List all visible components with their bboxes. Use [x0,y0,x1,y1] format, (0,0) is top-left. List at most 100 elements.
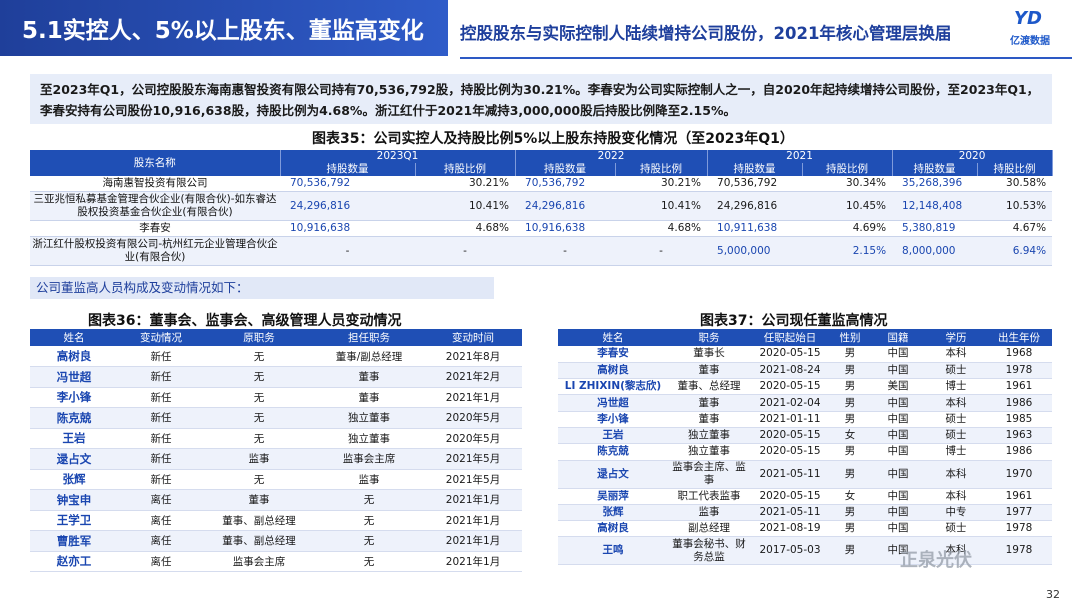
cell: 无 [314,489,424,511]
cell: 硕士 [926,362,986,380]
cell: 中国 [870,427,926,445]
cell: 董事 [668,411,750,428]
cell: 女 [830,427,870,445]
cell: 离任 [118,510,204,531]
cell: 独立董事 [668,427,750,445]
person-name: 王岩 [558,427,668,445]
cell: 2021年5月 [424,469,522,490]
person-name: 钟宝申 [30,489,118,511]
cell: 10,916,638 [515,220,616,237]
person-name: 李春安 [558,346,668,363]
cell: 24,296,816 [707,191,803,221]
cell: 监事 [668,504,750,522]
person-name: 李小锋 [558,411,668,428]
column-header: 姓名 [30,329,118,346]
logo-mark: YD [1014,8,1042,29]
cell: 2020年5月 [424,428,522,449]
logo-text: 亿渡数据 [1010,36,1050,47]
cell: 无 [204,366,314,388]
cell: 董事、总经理 [668,378,750,396]
cell: 5,000,000 [707,236,803,266]
cell: 男 [830,443,870,461]
table-row: 冯世超 新任无董事 2021年2月 [30,366,522,388]
cell: 本科 [926,536,986,566]
cell: 新任 [118,469,204,490]
cell: 离任 [118,489,204,511]
person-name: 陈克兢 [30,407,118,429]
cell: 博士 [926,443,986,461]
table-row: 赵亦工 离任 监事会主席无 2021年1月 [30,551,522,572]
cell: 监事会主席 [204,551,314,572]
person-name: 冯世超 [558,394,668,412]
cell: 10,916,638 [280,220,415,237]
cell: 男 [830,460,870,489]
cell: 监事会主席、监事 [668,460,750,489]
cell: 离任 [118,530,204,552]
cell: 1977 [986,504,1052,522]
cell: 2021-08-19 [750,520,830,538]
cell: 4.69% [802,220,893,237]
cell: 1978 [986,362,1052,380]
cell: 1968 [986,346,1052,363]
person-name: 高树良 [558,362,668,380]
cell: 中国 [870,460,926,489]
cell: 6.94% [977,236,1053,266]
cell: 独立董事 [314,428,424,449]
person-name: 张辉 [30,469,118,490]
table37-caption: 图表37：公司现任董监高情况 [700,313,888,329]
period-header: 2020 [892,150,1053,163]
sub-header-ratio: 持股比例 [977,163,1053,176]
cell: 2021-08-24 [750,362,830,380]
cell: 硕士 [926,520,986,538]
cell: 离任 [118,551,204,572]
cell: 中国 [870,411,926,428]
shareholder-name: 海南惠智投资有限公司 [30,176,280,192]
table36-caption: 图表36：董事会、监事会、高级管理人员变动情况 [88,313,402,329]
cell: 本科 [926,394,986,412]
cell: 12,148,408 [892,191,978,221]
sub-header-ratio: 持股比例 [802,163,893,176]
cell: 男 [830,378,870,396]
cell: 1985 [986,411,1052,428]
page-number: 32 [1046,588,1060,601]
cell: - [615,236,708,266]
cell: 1961 [986,488,1052,505]
cell: 4.67% [977,220,1053,237]
cell: 1961 [986,378,1052,396]
section-label: 公司董监高人员构成及变动情况如下： [30,277,494,299]
table-row: 王鸣 董事会秘书、财务总监 2017-05-03 男中国 本科 1978 [558,536,1052,566]
cell: 2021年8月 [424,346,522,367]
cell: 2020-05-15 [750,378,830,396]
cell: 硕士 [926,427,986,445]
cell: 董事 [668,394,750,412]
column-header: 变动时间 [424,329,522,346]
table-row: 冯世超 董事 2021-02-04 男中国 本科 1986 [558,394,1052,412]
sub-header-shares: 持股数量 [707,163,803,176]
table-row: 王岩 独立董事 2020-05-15 女中国 硕士 1963 [558,427,1052,445]
cell: 董事/副总经理 [314,346,424,367]
cell: 新任 [118,366,204,388]
cell: 男 [830,504,870,522]
cell: 70,536,792 [515,176,616,192]
table-row: 李小锋 新任无董事 2021年1月 [30,387,522,408]
person-name: 冯世超 [30,366,118,388]
cell: 2020年5月 [424,407,522,429]
cell: 无 [204,387,314,408]
cell: 中国 [870,443,926,461]
sub-header-ratio: 持股比例 [615,163,708,176]
current-management-table: 姓名 职务 任职起始日 性别 国籍 学历 出生年份 李春安 董事长 2020-05-15 男中国本… [558,329,1052,566]
cell: 2021年1月 [424,530,522,552]
cell: 新任 [118,387,204,408]
cell: 本科 [926,488,986,505]
table-row: 张辉 监事 2021-05-11 男中国 中专 1977 [558,504,1052,522]
column-header: 出生年份 [986,329,1052,346]
cell: 2021年5月 [424,448,522,470]
cell: - [280,236,415,266]
cell: 监事 [204,448,314,470]
table-row: 高树良 副总经理 2021-08-19 男中国 硕士 1978 [558,520,1052,538]
cell: 本科 [926,460,986,489]
cell: 24,296,816 [515,191,616,221]
cell: 无 [314,510,424,531]
table-row: 逯占文 监事会主席、监事 2021-05-11 男中国 本科 1970 [558,460,1052,489]
cell: 35,268,396 [892,176,978,192]
